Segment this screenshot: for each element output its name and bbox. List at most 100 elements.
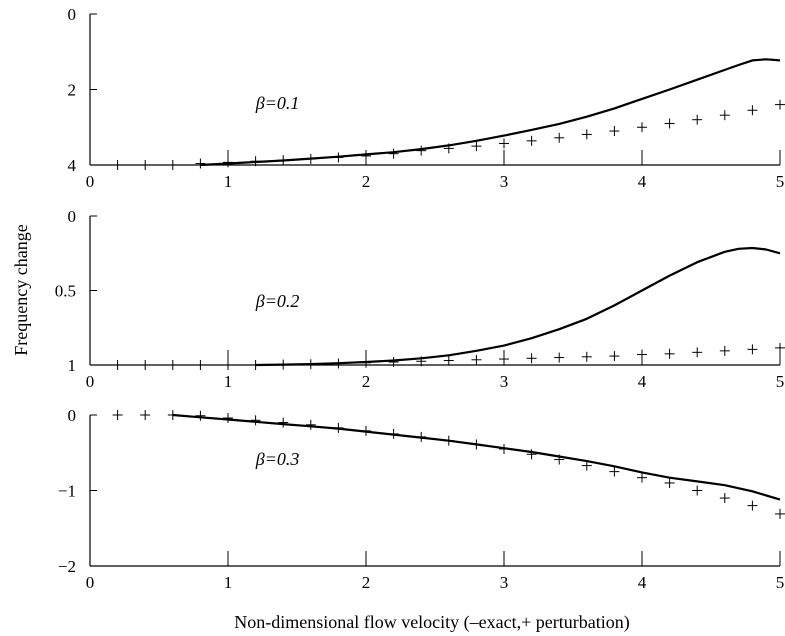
perturbation-marker — [471, 439, 482, 450]
x-tick-label: 1 — [224, 172, 233, 191]
perturbation-marker — [112, 410, 123, 420]
perturbation-marker — [609, 466, 620, 477]
perturbation-marker — [526, 353, 537, 364]
x-tick-label: 0 — [86, 172, 95, 191]
x-tick-label: 3 — [500, 172, 509, 191]
panel-3: 0 1 2 3 4 5 0 −1 −2 β=0.3 — [58, 406, 785, 592]
perturbation-marker — [443, 435, 454, 446]
perturbation-marker — [719, 110, 730, 121]
perturbation-marker — [719, 345, 730, 356]
perturbation-marker — [554, 132, 565, 143]
perturbation-marker — [581, 460, 592, 471]
x-tick-label: 3 — [500, 372, 509, 391]
x-tick-label: 1 — [224, 573, 233, 592]
x-tick-label: 2 — [362, 372, 371, 391]
x-tick-label: 5 — [776, 372, 785, 391]
perturbation-marker — [443, 143, 454, 154]
perturbation-marker — [581, 351, 592, 362]
perturbation-marker — [554, 352, 565, 363]
perturbation-marker — [195, 360, 206, 370]
x-tick-label: 2 — [362, 573, 371, 592]
y-tick-label: 0 — [68, 5, 77, 24]
perturbation-marker — [581, 129, 592, 140]
perturbation-marker — [499, 138, 509, 149]
perturbation-marker — [333, 358, 344, 369]
perturbation-marker — [388, 428, 399, 439]
y-axis-title: Frequency change — [11, 224, 31, 355]
perturbation-marker — [443, 355, 454, 366]
perturbation-marker — [195, 158, 206, 169]
perturbation-marker — [223, 360, 233, 370]
x-tick-label: 1 — [224, 372, 233, 391]
perturbation-marker — [112, 160, 123, 170]
perturbation-marker — [609, 351, 620, 362]
exact-line — [255, 246, 781, 367]
perturbation-marker — [416, 431, 427, 442]
y-tick-label: −2 — [58, 557, 76, 576]
perturbation-marker — [140, 360, 151, 370]
perturbation-marker — [361, 357, 371, 368]
perturbation-marker — [333, 422, 344, 433]
perturbation-marker — [499, 443, 509, 454]
panel-1: 0 1 2 3 4 5 0 2 4 β=0.1 — [68, 5, 785, 191]
perturbation-marker — [471, 141, 482, 152]
x-tick-label: 5 — [776, 172, 785, 191]
perturbation-marker — [278, 155, 289, 166]
perturbation-marker — [195, 410, 206, 421]
perturbation-marker — [388, 357, 399, 368]
perturbation-marker — [167, 160, 178, 170]
perturbation-marker — [278, 359, 289, 370]
perturbation-marker — [416, 145, 427, 156]
perturbation-marker — [775, 508, 785, 519]
perturbation-marker — [167, 360, 178, 370]
beta-annotation: β=0.2 — [255, 291, 300, 311]
x-axis-title: Non-dimensional flow velocity (–exact,+ … — [234, 612, 630, 633]
y-tick-label: 1 — [68, 356, 77, 375]
perturbation-marker — [305, 153, 316, 164]
perturbation-marker — [637, 472, 647, 483]
perturbation-marker — [664, 348, 675, 359]
perturbation-marker — [471, 354, 482, 365]
perturbation-marker — [692, 347, 703, 358]
perturbation-marker — [333, 152, 344, 163]
y-tick-label: −1 — [58, 482, 76, 501]
y-tick-label: 0.5 — [55, 282, 76, 301]
perturbation-marker — [416, 356, 427, 367]
perturbation-marker — [609, 126, 620, 137]
x-tick-label: 4 — [638, 372, 647, 391]
perturbation-marker — [499, 354, 509, 365]
perturbation-marker — [361, 425, 371, 436]
perturbation-marker — [526, 449, 537, 460]
perturbation-marker — [223, 413, 233, 424]
x-tick-label: 5 — [776, 573, 785, 592]
perturbation-marker — [305, 359, 316, 370]
perturbation-marker — [747, 500, 758, 511]
perturbation-marker — [664, 118, 675, 129]
perturbation-marker — [167, 410, 178, 420]
perturbation-marker — [278, 417, 289, 428]
perturbation-marker — [637, 349, 647, 360]
panel-2: 0 1 2 3 4 500.51β=0.2 — [55, 207, 785, 391]
perturbation-marker — [388, 148, 399, 159]
perturbation-marker — [692, 114, 703, 125]
beta-annotation: β=0.1 — [255, 93, 300, 113]
perturbation-marker — [775, 99, 785, 110]
perturbation-marker — [140, 160, 151, 170]
perturbation-marker — [747, 105, 758, 116]
perturbation-marker — [250, 415, 261, 426]
perturbation-marker — [775, 342, 785, 353]
perturbation-marker — [250, 156, 261, 167]
perturbation-marker — [637, 122, 647, 133]
perturbation-marker — [361, 150, 371, 161]
y-tick-label: 0 — [68, 406, 77, 425]
beta-annotation: β=0.3 — [255, 449, 300, 469]
perturbation-marker — [223, 157, 233, 168]
perturbation-marker — [747, 344, 758, 355]
perturbation-marker — [719, 493, 730, 504]
perturbation-marker — [250, 360, 261, 370]
y-tick-label: 4 — [68, 156, 77, 175]
x-tick-label: 0 — [86, 372, 95, 391]
x-tick-label: 3 — [500, 573, 509, 592]
